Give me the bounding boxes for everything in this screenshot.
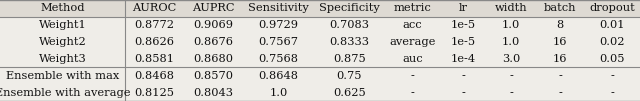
Text: 0.8680: 0.8680 xyxy=(193,54,234,64)
Text: 0.8581: 0.8581 xyxy=(134,54,174,64)
Text: 0.8676: 0.8676 xyxy=(193,37,234,47)
Text: acc: acc xyxy=(403,20,422,30)
Text: 0.875: 0.875 xyxy=(333,54,365,64)
Text: Ensemble with max: Ensemble with max xyxy=(6,71,119,81)
Text: -: - xyxy=(611,71,614,81)
Text: 0.8043: 0.8043 xyxy=(193,88,234,98)
Text: 0.8772: 0.8772 xyxy=(134,20,174,30)
Text: AUPRC: AUPRC xyxy=(192,3,235,13)
Text: 0.01: 0.01 xyxy=(600,20,625,30)
Text: 0.9729: 0.9729 xyxy=(259,20,299,30)
Text: -: - xyxy=(461,88,465,98)
Text: 1.0: 1.0 xyxy=(502,37,520,47)
Text: batch: batch xyxy=(544,3,577,13)
Text: 0.625: 0.625 xyxy=(333,88,365,98)
Text: -: - xyxy=(461,71,465,81)
Text: width: width xyxy=(495,3,527,13)
Text: 0.9069: 0.9069 xyxy=(193,20,234,30)
Text: 16: 16 xyxy=(553,37,568,47)
Text: -: - xyxy=(558,88,562,98)
Text: 16: 16 xyxy=(553,54,568,64)
Text: Weight1: Weight1 xyxy=(38,20,86,30)
Text: 1e-4: 1e-4 xyxy=(451,54,476,64)
Text: dropout: dropout xyxy=(589,3,636,13)
Bar xyxy=(0,0,640,17)
Text: 0.8333: 0.8333 xyxy=(330,37,369,47)
Text: Sensitivity: Sensitivity xyxy=(248,3,309,13)
Text: 0.8570: 0.8570 xyxy=(193,71,234,81)
Text: lr: lr xyxy=(459,3,468,13)
Text: 1e-5: 1e-5 xyxy=(451,20,476,30)
Text: 0.02: 0.02 xyxy=(600,37,625,47)
Text: -: - xyxy=(509,88,513,98)
Text: 0.05: 0.05 xyxy=(600,54,625,64)
Text: 0.8125: 0.8125 xyxy=(134,88,174,98)
Text: Method: Method xyxy=(40,3,84,13)
Text: 0.7567: 0.7567 xyxy=(259,37,299,47)
Text: 1e-5: 1e-5 xyxy=(451,37,476,47)
Text: 0.7083: 0.7083 xyxy=(330,20,369,30)
Text: 0.8468: 0.8468 xyxy=(134,71,174,81)
Text: AUROC: AUROC xyxy=(132,3,177,13)
Text: Weight2: Weight2 xyxy=(38,37,86,47)
Text: -: - xyxy=(611,88,614,98)
Text: Specificity: Specificity xyxy=(319,3,380,13)
Text: Weight3: Weight3 xyxy=(38,54,86,64)
Text: 0.8648: 0.8648 xyxy=(259,71,299,81)
Text: -: - xyxy=(411,88,415,98)
Text: 3.0: 3.0 xyxy=(502,54,520,64)
Text: Ensemble with average: Ensemble with average xyxy=(0,88,130,98)
Text: 8: 8 xyxy=(557,20,564,30)
Text: average: average xyxy=(390,37,436,47)
Text: 1.0: 1.0 xyxy=(269,88,288,98)
Text: -: - xyxy=(411,71,415,81)
Text: 0.7568: 0.7568 xyxy=(259,54,299,64)
Text: -: - xyxy=(509,71,513,81)
Text: 1.0: 1.0 xyxy=(502,20,520,30)
Text: auc: auc xyxy=(403,54,423,64)
Text: -: - xyxy=(558,71,562,81)
Text: metric: metric xyxy=(394,3,431,13)
Text: 0.8626: 0.8626 xyxy=(134,37,174,47)
Text: 0.75: 0.75 xyxy=(337,71,362,81)
